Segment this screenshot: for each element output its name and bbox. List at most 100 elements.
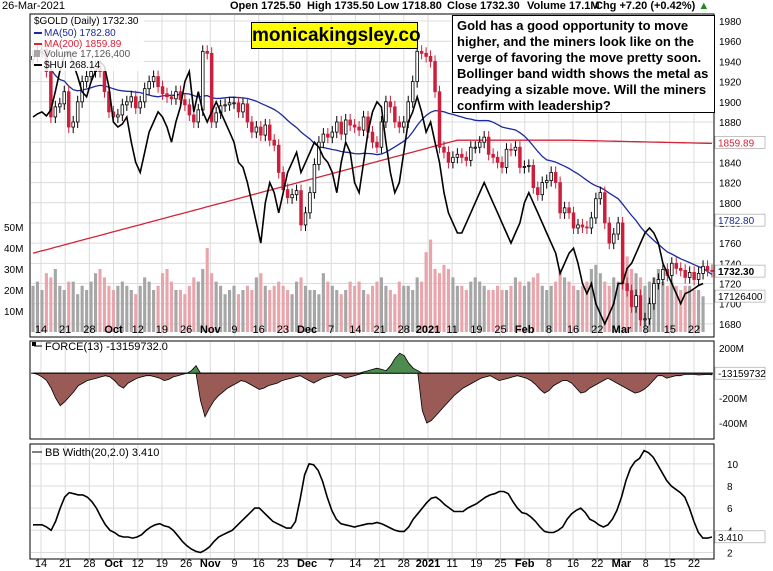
candle-body [49,71,53,118]
candle-body [402,121,406,128]
volume-bar [487,290,491,332]
watermark-logo: monicakingsley.co [251,22,421,49]
date-label: Dec [297,324,317,336]
candle-body [102,71,107,93]
volume-bar [429,239,433,332]
candle-body [254,126,259,133]
volume-bar [245,285,249,332]
candle-body [482,136,486,143]
volume-bar [518,281,522,332]
volume-bar [98,269,102,332]
candle-body [169,96,174,100]
bb-date-label: 21 [373,558,385,570]
volume-bar [531,277,535,332]
candle-body [701,265,705,274]
volume-bar [187,285,191,332]
bb-tick-label: 2 [727,548,733,559]
volume-bar [692,290,696,332]
bb-width-line [33,449,713,554]
ma200-value-tag-text: 1859.89 [718,138,755,149]
candle-body [656,279,661,284]
date-label: 8 [643,324,649,336]
date-label: 14 [349,324,361,336]
bb-date-label: 22 [688,558,700,570]
price-tick-label: 1760 [719,239,742,250]
candle-body [357,126,361,131]
candle-body [603,192,607,224]
bb-date-label: 28 [398,558,410,570]
volume-bar [321,273,325,332]
volume-bar [455,285,459,332]
bb-date-label: 25 [494,558,506,570]
candle-body [410,81,415,103]
force-tick-label: -400M [719,419,747,430]
bb-date-label: Oct [104,558,123,570]
date-label: 8 [546,324,552,336]
high-value: High 1735.50 [307,0,375,12]
volume-bar [205,248,209,332]
bbwidth-title: BB Width(20,2.0) 3.410 [32,447,159,459]
candle-body [670,262,674,276]
volume-bar [656,269,660,332]
volume-bar [433,269,437,332]
volume-bar [143,277,147,332]
volume-bar [272,285,276,332]
volume-bar [85,290,89,332]
candle-body [75,101,80,123]
bbwidth-title-text: BB Width(20,2.0) 3.410 [45,447,159,459]
volume-bar [223,294,227,332]
candle-body [522,166,527,168]
candle-body [433,61,437,93]
candle-body [477,141,482,148]
candle-body [330,131,335,138]
volume-bar [169,281,174,332]
bb-date-label: 14 [349,558,361,570]
candle-body [312,163,317,194]
candle-body [580,224,585,228]
volume-bar [504,290,509,332]
volume-bar [76,294,80,332]
volume-bar [540,285,544,332]
date-label: 9 [231,324,237,336]
volume-bar [290,294,294,332]
candle-body [116,114,120,118]
volume-bar [102,277,107,332]
candle-body [187,104,192,116]
candle-body [509,148,513,151]
volume-bar [598,273,602,332]
volume-bar [201,269,205,332]
price-tick-label: 1920 [719,78,742,89]
candle-body [611,233,616,244]
volume-bars [31,239,705,332]
price-legend: $GOLD (Daily) 1732.30 MA(50) 1782.80 MA(… [32,15,144,71]
bb-tick-label: 6 [727,504,733,515]
candle-body [120,104,125,116]
candle-body [607,222,611,244]
bb-date-label: 8 [546,558,552,570]
candle-body [343,119,348,135]
price-tick-label: 1840 [719,158,742,169]
volume-bar [312,290,316,332]
volume-bar [424,252,428,332]
volume-bar [397,281,401,332]
candle-body [495,156,500,163]
volume-bar [138,285,142,332]
bb-value-tag-text: 3.410 [718,533,743,544]
volume-bar [576,290,580,332]
candle-body [683,269,687,278]
bb-date-label: 19 [156,558,168,570]
price-tick-label: 1940 [719,57,742,68]
candle-body [156,76,160,88]
candle-body [58,103,62,108]
volume-bar [147,281,151,332]
volume-bar [594,264,598,332]
volume-bar [129,290,133,332]
volume-bar [178,290,182,332]
candle-body [223,104,227,107]
bb-date-label: 2021 [416,558,440,570]
candle-body [513,146,518,151]
volume-value-tag: 17126400 [714,289,766,303]
candle-body [370,131,375,143]
legend-ma50: MA(50) 1782.80 [44,28,116,39]
date-label: 15 [664,324,676,336]
